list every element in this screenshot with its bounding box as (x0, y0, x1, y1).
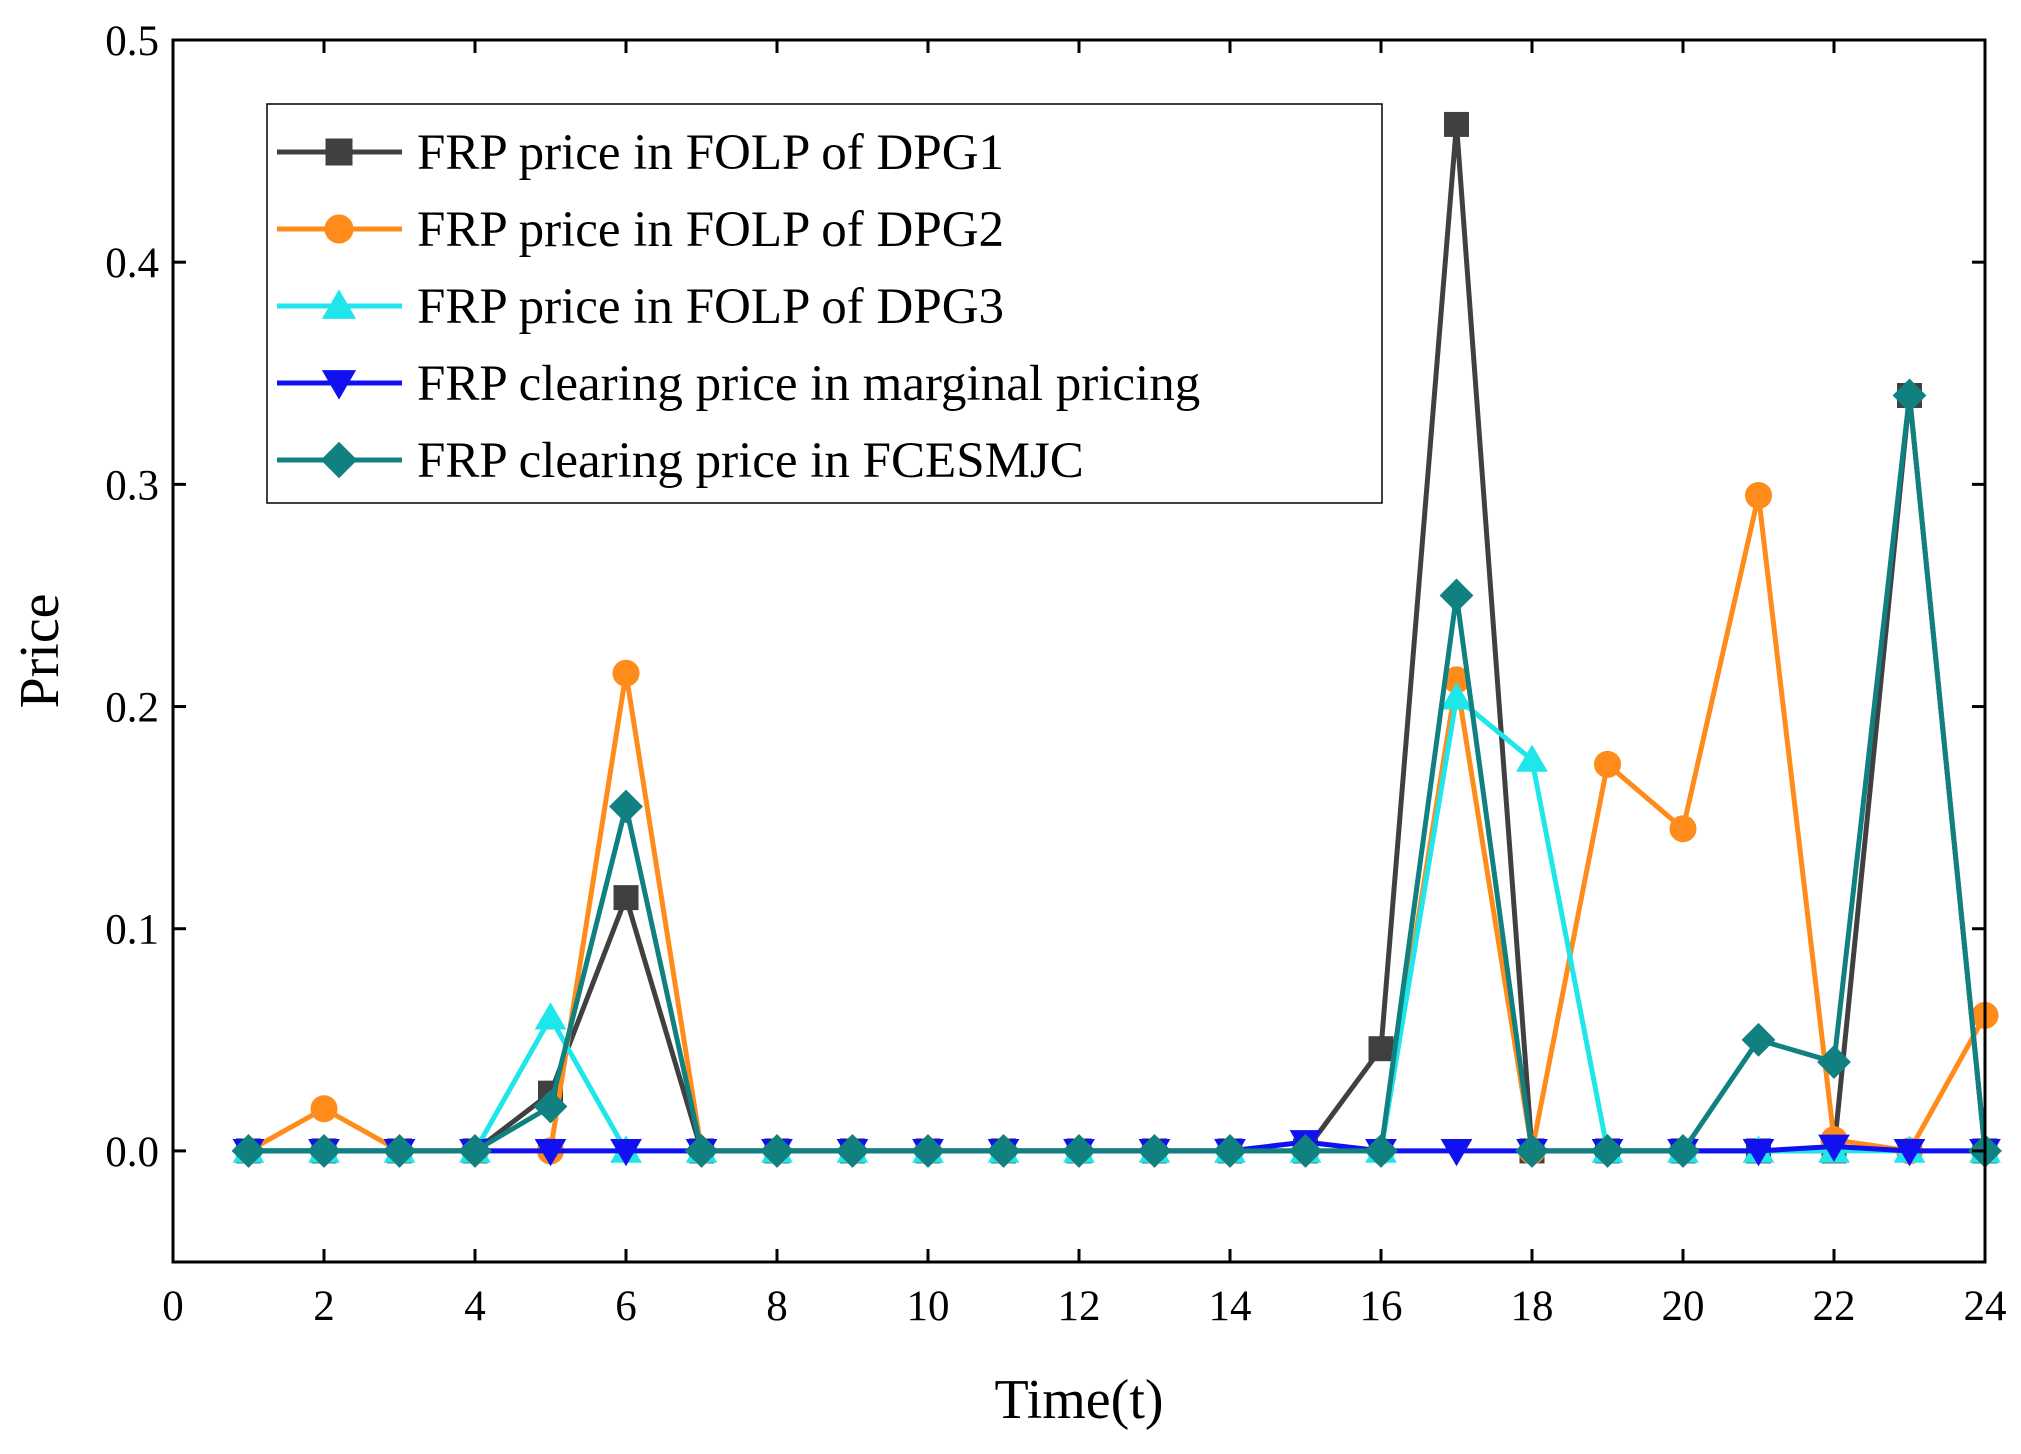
data-point-circle (612, 659, 640, 687)
data-point-triangle-down (321, 370, 357, 400)
data-point-triangle-down (1440, 1139, 1473, 1167)
data-point-diamond (1741, 1022, 1776, 1057)
legend-item: FRP price in FOLP of DPG1 (277, 125, 1004, 181)
data-point-diamond (835, 1134, 870, 1168)
data-point-diamond (1515, 1134, 1549, 1168)
y-axis-title: Price (9, 593, 71, 708)
legend-label: FRP clearing price in FCESMJC (417, 433, 1084, 489)
data-point-diamond (533, 1089, 568, 1124)
data-point-square (613, 885, 639, 911)
data-point-triangle-down (1818, 1134, 1850, 1162)
data-point-circle (324, 214, 354, 244)
legend-label: FRP clearing price in marginal pricing (417, 356, 1200, 412)
x-tick-label: 24 (1964, 1283, 2007, 1330)
data-point-diamond (1892, 378, 1927, 413)
data-point-diamond (1439, 578, 1474, 613)
series-line (248, 395, 1988, 1154)
data-point-diamond (1590, 1134, 1625, 1168)
data-point-diamond (320, 441, 358, 479)
data-point-diamond (1213, 1134, 1247, 1168)
data-point-diamond (1062, 1134, 1096, 1168)
y-tick-label: 0.1 (105, 907, 159, 954)
y-axis: 0.0 0.1 0.2 0.3 0.4 0.5 (105, 18, 1985, 1176)
x-axis: 0 2 4 6 8 10 12 14 16 18 20 22 24 (162, 40, 2007, 1330)
y-tick-label: 0.4 (105, 240, 159, 287)
data-point-circle (310, 1095, 338, 1123)
data-point-triangle-up (1516, 744, 1548, 772)
data-point-diamond (1137, 1134, 1172, 1168)
series-5 (231, 378, 2002, 1168)
data-point-square (325, 138, 353, 166)
x-tick-label: 4 (464, 1283, 486, 1330)
data-point-triangle-up (321, 289, 357, 319)
legend-item: FRP price in FOLP of DPG3 (277, 279, 1004, 335)
x-tick-label: 18 (1511, 1283, 1554, 1330)
x-tick-label: 20 (1662, 1283, 1705, 1330)
data-point-diamond (911, 1134, 945, 1168)
data-point-triangle-down (1893, 1139, 1926, 1167)
data-point-triangle-down (1742, 1139, 1775, 1167)
x-tick-label: 8 (766, 1283, 788, 1330)
data-point-diamond (986, 1134, 1021, 1168)
data-point-diamond (1288, 1134, 1323, 1168)
data-point-circle (1669, 815, 1697, 843)
legend-label: FRP price in FOLP of DPG1 (417, 125, 1004, 181)
legend-box (266, 103, 1383, 504)
x-tick-label: 2 (313, 1283, 335, 1330)
y-tick-label: 0.0 (105, 1129, 159, 1176)
data-point-diamond (1817, 1045, 1851, 1079)
data-point-diamond (458, 1134, 492, 1168)
data-point-diamond (760, 1134, 794, 1168)
legend-label: FRP price in FOLP of DPG2 (417, 202, 1004, 258)
x-tick-label: 22 (1813, 1283, 1856, 1330)
legend: FRP price in FOLP of DPG1 FRP price in FO… (266, 103, 1383, 504)
x-tick-label: 10 (907, 1283, 950, 1330)
x-axis-title: Time(t) (994, 1369, 1163, 1431)
legend-label: FRP price in FOLP of DPG3 (417, 279, 1004, 335)
data-point-diamond (609, 789, 643, 824)
data-point-triangle-down (610, 1139, 642, 1167)
y-tick-label: 0.5 (105, 18, 159, 65)
data-point-diamond (307, 1134, 341, 1168)
x-tick-label: 16 (1360, 1283, 1403, 1330)
data-point-triangle-up (534, 1002, 567, 1030)
data-point-circle (1745, 481, 1772, 509)
legend-item: FRP clearing price in marginal pricing (277, 356, 1200, 412)
x-tick-label: 6 (615, 1283, 637, 1330)
x-tick-label: 14 (1209, 1283, 1252, 1330)
data-point-circle (1594, 750, 1621, 778)
data-point-diamond (231, 1134, 266, 1168)
y-tick-label: 0.3 (105, 462, 159, 509)
data-point-square (1444, 111, 1469, 137)
series-layer (231, 111, 2002, 1168)
data-point-diamond (382, 1134, 417, 1168)
data-point-diamond (1666, 1134, 1700, 1168)
data-point-triangle-down (534, 1139, 567, 1167)
legend-item: FRP clearing price in FCESMJC (277, 433, 1084, 489)
data-point-square (1368, 1036, 1394, 1062)
data-point-diamond (684, 1134, 719, 1168)
data-point-triangle-up (1440, 682, 1473, 710)
legend-item: FRP price in FOLP of DPG2 (277, 202, 1004, 258)
y-tick-label: 0.2 (105, 685, 159, 732)
x-tick-label: 12 (1058, 1283, 1101, 1330)
x-tick-label: 0 (162, 1283, 184, 1330)
data-point-diamond (1364, 1134, 1398, 1168)
